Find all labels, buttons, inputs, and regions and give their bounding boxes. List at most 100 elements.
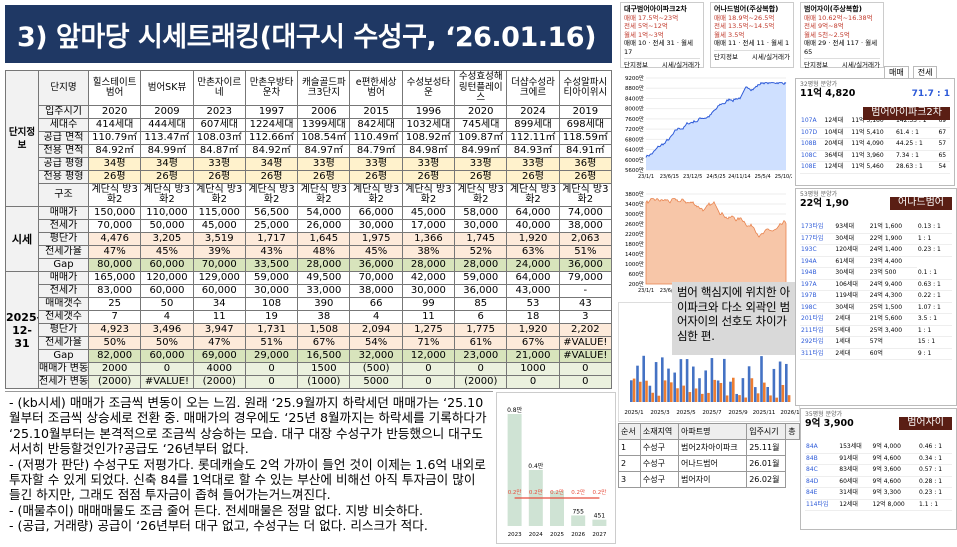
cell: 0.22 : 1 [916, 290, 952, 303]
button[interactable]: 단지정보 [714, 52, 738, 61]
row-label: 단지명 [38, 70, 89, 106]
supply-table: 순서 소재지역 아파트명 입주시기 총 1 수성구 범어2차아이파크 25.11월 2 수성구 어나드… [618, 423, 800, 488]
cell: 69,000 [192, 349, 246, 363]
cell: 2019 [558, 105, 613, 119]
cell: 1,645 [297, 232, 351, 246]
cell: 2024 [506, 105, 560, 119]
cell: 108E [800, 161, 824, 174]
table-row: 평단가 4,923 3,496 3,947 1,731 1,508 2,094 1,275 1,… [6, 323, 613, 337]
bar [781, 384, 785, 402]
sale-badge: 어나드범어 [890, 197, 952, 210]
sale-row: 114타입 12세대 12억 8,000 1.1 : 1 [805, 499, 952, 511]
row-label: 전세갯수 [38, 310, 89, 324]
bar [766, 386, 769, 402]
cell: 28,000 [401, 258, 456, 272]
bar [723, 358, 726, 402]
cell: 0.34 : 1 [918, 453, 952, 465]
row-label: Gap [38, 258, 89, 272]
table-row: 전세가율 50% 50% 47% 51% 67% 54% 71% 61% 67% #VALUE! [6, 336, 613, 350]
header-cell: 순서 [618, 423, 641, 440]
cell: 84.87㎡ [192, 144, 246, 158]
cell: 0.1 : 1 [916, 267, 952, 280]
bar [763, 382, 766, 402]
cell: 0.13 : 1 [916, 222, 952, 234]
bar [710, 358, 714, 402]
button[interactable]: 시세/실거래가 [751, 52, 790, 61]
cell: 84.92㎡ [87, 144, 142, 158]
row-label: 전용 평형 [38, 170, 89, 184]
cell: 수성효성해링턴플레이스 [454, 70, 508, 106]
cell: 109.87㎡ [454, 131, 508, 145]
button[interactable]: 단지정보 [804, 61, 828, 69]
cell: 9억 4,000 [871, 442, 918, 454]
price-table: 단지정보 단지명 힐스테이트 범어 범어SK뷰 만촌자이르네 만촌우방타운차 캐슬골드파크3… [5, 70, 613, 389]
y-tick-label: 6800만 [625, 135, 644, 143]
cell: 115,000 [192, 206, 246, 220]
listing-line: 매매 18.9억~26.5억 [714, 13, 775, 22]
cell: 99 [401, 297, 456, 311]
x-tick-label: 23/1/1 [638, 288, 654, 294]
cell: 3,519 [192, 232, 246, 246]
table-row: Gap 82,000 60,000 69,000 29,000 16,500 32,000 1… [6, 349, 613, 363]
cell: 66,000 [349, 206, 403, 220]
cell: 21,000 [506, 349, 560, 363]
table-row: 전세가 변동 (2000) #VALUE! (2000) 0 (1000) 5000 0 (20… [6, 375, 613, 389]
sale-ratio: 71.7 : 1 [911, 88, 950, 99]
cell: 129,000 [192, 271, 246, 285]
button[interactable]: 시세/실거래가 [841, 61, 880, 69]
cell: 106세대 [834, 279, 869, 291]
button[interactable]: 시세/실거래가 [661, 61, 700, 69]
bar [648, 385, 652, 402]
cell: 80,000 [87, 258, 142, 272]
cell: 7 [87, 310, 142, 324]
cell: 0 [244, 362, 299, 376]
sale-row: 84E 31세대 9억 3,300 0.23 : 1 [805, 487, 952, 500]
cell: 33평 [192, 157, 246, 171]
cell: 49,500 [297, 271, 351, 285]
button[interactable]: 단지정보 [624, 61, 648, 69]
cell: 1,717 [244, 232, 299, 246]
bar [661, 357, 664, 402]
cell: 30,000 [244, 284, 299, 298]
bar [682, 385, 685, 402]
cell: 25억 3,400 [868, 325, 917, 337]
cell: 9억 3,300 [871, 487, 918, 500]
sale-row: 197B 119세대 24억 4,300 0.22 : 1 [800, 290, 952, 303]
area [646, 82, 786, 170]
cell: 26평 [140, 170, 194, 184]
bar [507, 414, 522, 526]
row-label: 매매가 변동 [38, 362, 89, 376]
listing-line: 전세 5억~12억 [624, 22, 668, 30]
bar [787, 395, 791, 402]
cell: 25억 1,500 [868, 302, 917, 314]
sale-row: 108C 36세대 11억 3,960 7.34 : 1 65 [800, 150, 950, 162]
cell: 45% [140, 245, 194, 259]
bar [716, 380, 720, 402]
cell: 50% [87, 336, 142, 350]
sale-row: 107A 12세대 11억 5,160 142.33 : 1 69 [800, 116, 950, 128]
line-label: 0.2만 [571, 488, 585, 496]
cell: 만촌자이르네 [192, 70, 246, 106]
cell: 84.93㎡ [506, 144, 560, 158]
cell: 58,000 [454, 206, 508, 220]
note: - (공급, 거래량) 공급이 ‘26년부터 대구 없고, 수성구는 더 없다.… [9, 518, 428, 534]
table-row: 단지정보 단지명 힐스테이트 범어 범어SK뷰 만촌자이르네 만촌우방타운차 캐슬골드파크3… [5, 70, 613, 207]
cell: 11억 5,460 [850, 161, 895, 174]
sale-price: 9억 3,900 [805, 417, 854, 429]
cell: 194A [800, 256, 835, 268]
cell: 84.99㎡ [454, 144, 508, 158]
cell: 0.23 : 1 [918, 487, 952, 500]
cell: 56,500 [244, 206, 299, 220]
buttons: 단지정보 시세/실거래가 [714, 49, 790, 62]
cell: 1399세대 [297, 118, 351, 132]
cell: 21억 5,600 [868, 313, 917, 326]
sale-row: 84D 60세대 9억 4,600 0.28 : 1 [805, 476, 952, 488]
bar [639, 381, 642, 402]
cell: 9 : 1 [916, 348, 952, 360]
cell: 1.1 : 1 [918, 499, 952, 511]
bar [772, 368, 776, 402]
cell: 2,094 [349, 323, 403, 337]
cell: 0 [558, 362, 613, 376]
cell: 15 : 1 [916, 336, 952, 349]
cell: 70,000 [192, 258, 246, 272]
